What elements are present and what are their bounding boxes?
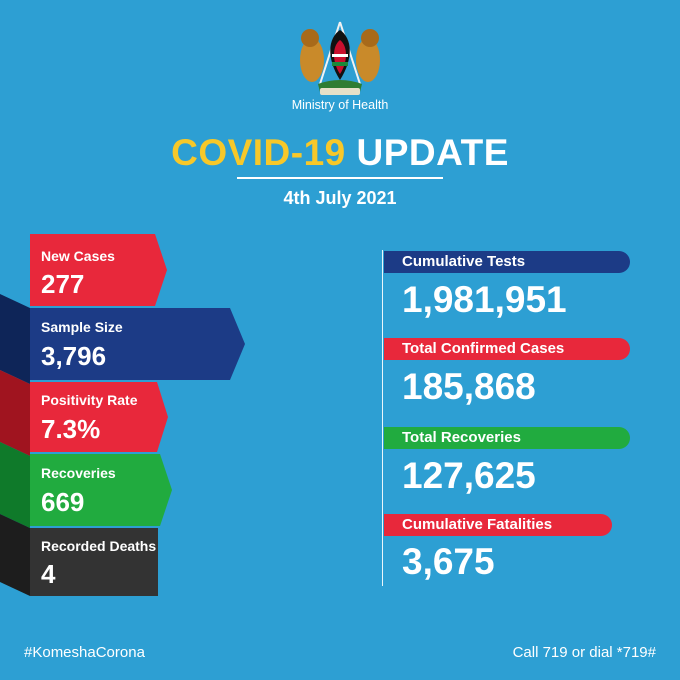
stat-label: Recoveries (41, 465, 116, 481)
cumulative-fatalities-label: Cumulative Fatalities (384, 514, 612, 536)
stat-value: 669 (41, 487, 84, 517)
stat-value: 3,796 (41, 341, 106, 371)
ministry-name: Ministry of Health (291, 98, 389, 112)
total-recoveries-value: 127,625 (402, 455, 536, 496)
stat-label: New Cases (41, 248, 115, 264)
stat-label: Positivity Rate (41, 392, 138, 408)
stat-label: Recorded Deaths (41, 538, 156, 554)
page-title: COVID-19 UPDATE (0, 132, 680, 174)
coat-of-arms-icon (300, 21, 380, 95)
cumulative-tests-label: Cumulative Tests (384, 251, 630, 273)
title-update: UPDATE (356, 132, 509, 173)
stat-value: 4 (41, 559, 56, 589)
stat-value: 277 (41, 269, 84, 299)
cumulative-fatalities-value: 3,675 (402, 541, 495, 582)
stat-value: 7.3% (41, 414, 100, 444)
stat-new-cases: New Cases 277 (30, 234, 167, 306)
total-recoveries-label: Total Recoveries (384, 427, 630, 449)
update-date: 4th July 2021 (283, 188, 397, 208)
stat-positivity-rate: Positivity Rate 7.3% (30, 382, 168, 452)
stat-recoveries: Recoveries 669 (30, 454, 172, 526)
hashtag: #KomeshaCorona (24, 644, 145, 661)
stat-recorded-deaths: Recorded Deaths 4 (30, 528, 158, 596)
stat-label: Sample Size (41, 319, 123, 335)
column-divider (382, 250, 383, 586)
daily-stats-ribbons: New Cases 277 Sample Size 3,796 Positivi… (0, 234, 245, 596)
total-confirmed-value: 185,868 (402, 366, 536, 407)
title-underline (237, 177, 443, 179)
title-covid: COVID-19 (171, 132, 346, 173)
helpline: Call 719 or dial *719# (512, 644, 656, 661)
stat-sample-size: Sample Size 3,796 (30, 308, 245, 380)
total-confirmed-label: Total Confirmed Cases (384, 338, 630, 360)
cumulative-tests-value: 1,981,951 (402, 279, 567, 320)
